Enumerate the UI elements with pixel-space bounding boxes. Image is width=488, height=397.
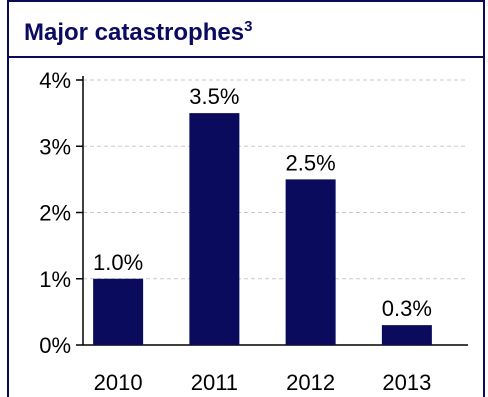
data-label: 1.0% (93, 250, 143, 275)
y-tick-label: 1% (39, 267, 71, 292)
chart-title-footnote: 3 (244, 18, 253, 35)
x-tick-label: 2013 (382, 370, 431, 395)
chart-frame (7, 0, 485, 397)
data-label: 3.5% (189, 84, 239, 109)
bar (189, 113, 240, 345)
y-tick-label: 0% (39, 333, 71, 358)
y-tick-label: 4% (39, 68, 71, 93)
bar (285, 179, 336, 345)
bar (381, 325, 432, 345)
chart-title: Major catastrophes3 (24, 18, 252, 47)
bar (93, 278, 144, 345)
title-divider (9, 56, 483, 58)
y-tick-label: 2% (39, 201, 71, 226)
data-label: 2.5% (286, 150, 336, 175)
y-tick-label: 3% (39, 134, 71, 159)
x-tick-label: 2010 (94, 370, 143, 395)
x-tick-label: 2012 (286, 370, 335, 395)
x-tick-label: 2011 (191, 370, 238, 395)
data-label: 0.3% (382, 296, 432, 321)
chart-title-text: Major catastrophes (24, 19, 245, 46)
